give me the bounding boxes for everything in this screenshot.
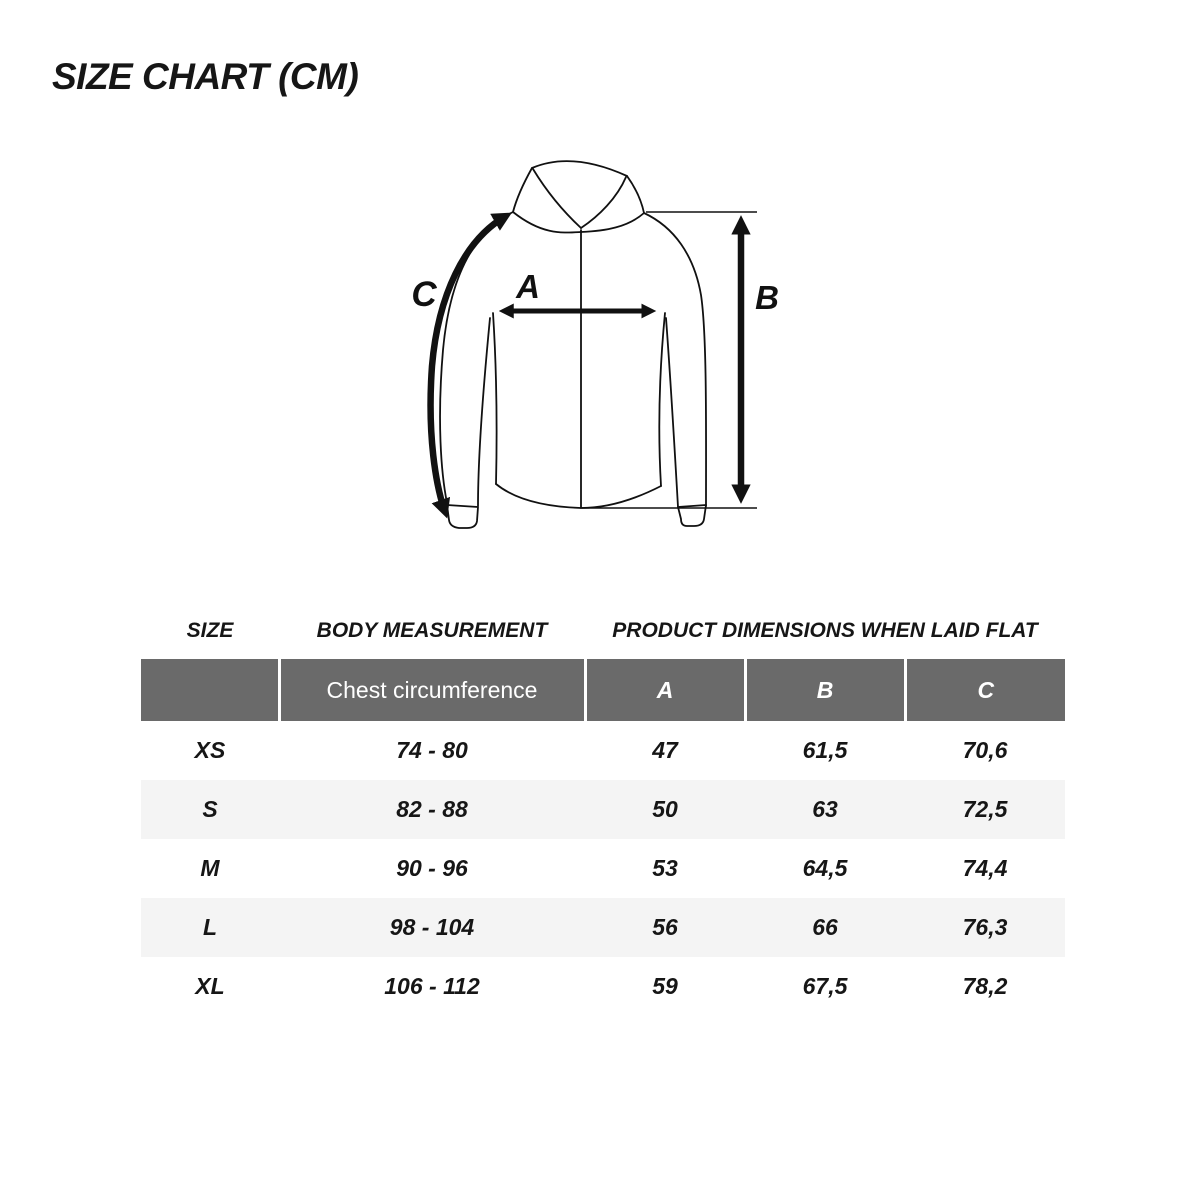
size-table-grid: Chest circumference A B C XS 74 - 80 47 61,… bbox=[141, 659, 1065, 1016]
value-c-cell: 74,4 bbox=[962, 855, 1008, 881]
chest-cell: 82 - 88 bbox=[279, 780, 585, 839]
value-a-cell: 47 bbox=[652, 737, 678, 763]
diagram-label-c: C bbox=[411, 275, 437, 314]
size-cell: M bbox=[200, 855, 220, 881]
table-row: XS 74 - 80 47 61,5 70,6 bbox=[141, 721, 1065, 780]
table-row: M 90 - 96 53 64,5 74,4 bbox=[141, 839, 1065, 898]
value-c-cell: 78,2 bbox=[962, 973, 1008, 999]
jacket-outline bbox=[439, 160, 707, 529]
jacket-diagram-svg bbox=[427, 160, 757, 529]
column-header-b: B bbox=[743, 659, 905, 721]
value-b-cell: 64,5 bbox=[802, 855, 848, 881]
table-row: XL 106 - 112 59 67,5 78,2 bbox=[141, 957, 1065, 1016]
chest-cell: 106 - 112 bbox=[384, 973, 480, 999]
chest-cell: 74 - 80 bbox=[396, 737, 468, 763]
size-cell: XS bbox=[194, 737, 226, 763]
value-c-cell: 76,3 bbox=[905, 898, 1065, 957]
value-b-cell: 66 bbox=[745, 898, 905, 957]
column-header-blank bbox=[141, 659, 279, 721]
size-cell: XL bbox=[195, 973, 225, 999]
chest-cell: 90 - 96 bbox=[396, 855, 468, 881]
value-a-cell: 50 bbox=[585, 780, 745, 839]
column-header-a: A bbox=[583, 659, 745, 721]
value-a-cell: 59 bbox=[652, 973, 678, 999]
value-c-cell: 72,5 bbox=[905, 780, 1065, 839]
column-header-c: C bbox=[903, 659, 1065, 721]
table-header-row: Chest circumference A B C bbox=[141, 659, 1065, 721]
table-row: L 98 - 104 56 66 76,3 bbox=[141, 898, 1065, 957]
value-c-cell: 70,6 bbox=[962, 737, 1008, 763]
size-cell: S bbox=[141, 780, 279, 839]
value-b-cell: 63 bbox=[745, 780, 905, 839]
value-a-cell: 53 bbox=[652, 855, 678, 881]
value-a-cell: 56 bbox=[585, 898, 745, 957]
garment-diagram bbox=[380, 140, 800, 570]
group-header-body-measurement: BODY MEASUREMENT bbox=[316, 619, 548, 642]
size-cell: L bbox=[141, 898, 279, 957]
value-b-cell: 67,5 bbox=[802, 973, 848, 999]
page-title: SIZE CHART (CM) bbox=[52, 56, 359, 97]
chest-cell: 98 - 104 bbox=[279, 898, 585, 957]
group-header-product-dimensions: PRODUCT DIMENSIONS WHEN LAID FLAT bbox=[612, 619, 1038, 642]
table-group-headers: SIZE BODY MEASUREMENT PRODUCT DIMENSIONS… bbox=[141, 617, 1065, 645]
diagram-label-b: B bbox=[755, 279, 779, 316]
size-table: SIZE BODY MEASUREMENT PRODUCT DIMENSIONS… bbox=[141, 617, 1065, 1016]
group-header-size: SIZE bbox=[186, 619, 234, 642]
value-b-cell: 61,5 bbox=[802, 737, 848, 763]
table-row: S 82 - 88 50 63 72,5 bbox=[141, 780, 1065, 839]
measure-arrow-c bbox=[427, 212, 512, 519]
size-table-body: XS 74 - 80 47 61,5 70,6 S 82 - 88 50 63 72,5 M 90 -… bbox=[141, 721, 1065, 1016]
column-header-chest: Chest circumference bbox=[277, 659, 585, 721]
diagram-label-a: A bbox=[516, 268, 540, 305]
measure-extension-lines bbox=[582, 211, 757, 509]
